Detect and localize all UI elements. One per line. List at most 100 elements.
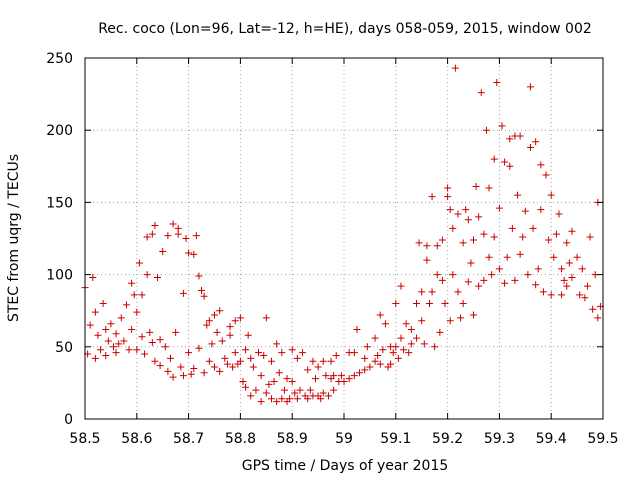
x-tick-label: 59 — [335, 431, 353, 447]
data-point-marker — [576, 291, 584, 299]
data-point-marker — [293, 395, 301, 403]
data-point-marker — [402, 320, 410, 328]
data-point-marker — [164, 232, 172, 240]
data-point-marker — [317, 395, 325, 403]
data-point-marker — [581, 294, 589, 302]
y-tick-label: 250 — [46, 51, 73, 67]
data-point-marker — [324, 392, 332, 400]
data-point-marker — [156, 336, 164, 344]
data-point-marker — [374, 351, 382, 359]
data-point-marker — [472, 183, 480, 191]
data-point-marker — [229, 363, 237, 371]
data-point-marker — [389, 349, 397, 357]
data-point-marker — [413, 299, 421, 307]
data-point-marker — [91, 308, 99, 316]
data-point-marker — [182, 235, 190, 242]
data-point-marker — [231, 317, 239, 325]
chart-title: Rec. coco (Lon=96, Lat=-12, h=HE), days … — [98, 21, 592, 37]
data-point-marker — [330, 386, 338, 394]
data-point-marker — [400, 346, 408, 354]
data-point-marker — [560, 276, 568, 284]
data-point-marker — [138, 291, 146, 299]
data-point-marker — [133, 346, 141, 354]
data-point-marker — [454, 288, 462, 296]
data-point-marker — [262, 389, 270, 397]
data-point-marker — [558, 265, 566, 273]
data-point-marker — [436, 328, 444, 336]
data-point-marker — [120, 337, 128, 345]
x-tick-label: 58.5 — [69, 431, 100, 447]
data-point-marker — [156, 362, 164, 370]
data-point-marker — [159, 247, 167, 255]
data-point-marker — [407, 340, 415, 348]
data-point-marker — [363, 343, 371, 351]
data-point-marker — [216, 307, 224, 315]
data-point-marker — [231, 349, 239, 357]
data-point-marker — [314, 363, 322, 371]
data-point-marker — [495, 265, 503, 273]
data-point-marker — [381, 320, 389, 328]
data-point-marker — [267, 395, 275, 403]
data-point-marker — [568, 227, 576, 235]
data-point-marker — [177, 363, 185, 371]
data-point-marker — [211, 363, 218, 371]
data-point-marker — [319, 357, 327, 365]
data-point-marker — [161, 343, 169, 351]
data-point-marker — [104, 337, 112, 345]
data-point-marker — [187, 370, 195, 378]
data-point-marker — [425, 299, 433, 307]
data-point-marker — [459, 299, 467, 307]
data-point-marker — [573, 253, 581, 261]
data-point-marker — [470, 311, 477, 319]
data-point-marker — [449, 224, 457, 232]
data-point-marker — [257, 398, 265, 406]
data-point-marker — [198, 286, 206, 294]
data-point-marker — [200, 369, 208, 377]
data-point-marker — [164, 367, 172, 375]
data-point-marker — [501, 158, 509, 166]
data-point-marker — [151, 222, 159, 230]
data-point-marker — [208, 340, 216, 348]
data-point-marker — [327, 357, 335, 365]
data-point-marker — [529, 224, 537, 232]
data-point-marker — [428, 288, 436, 296]
data-point-marker — [555, 210, 563, 218]
data-point-marker — [379, 346, 387, 354]
data-point-marker — [154, 273, 162, 281]
data-point-marker — [371, 357, 379, 365]
data-point-marker — [506, 135, 514, 143]
data-point-marker — [480, 230, 488, 238]
data-point-marker — [117, 314, 125, 322]
data-point-marker — [526, 144, 534, 152]
data-point-marker — [444, 193, 452, 201]
data-point-marker — [477, 89, 485, 97]
data-point-marker — [563, 282, 571, 290]
data-point-marker — [205, 317, 213, 325]
data-point-marker — [482, 126, 490, 134]
data-point-marker — [547, 191, 555, 199]
data-point-marker — [283, 375, 291, 383]
data-points — [81, 64, 604, 406]
data-point-marker — [273, 340, 281, 348]
data-point-marker — [415, 239, 423, 247]
data-point-marker — [278, 349, 286, 357]
data-point-marker — [526, 83, 534, 91]
data-point-marker — [260, 351, 268, 359]
data-point-marker — [511, 276, 519, 284]
data-point-marker — [462, 206, 470, 214]
data-point-marker — [288, 346, 296, 354]
data-point-marker — [286, 395, 294, 403]
data-point-marker — [392, 299, 400, 307]
data-point-marker — [166, 354, 174, 362]
data-point-marker — [122, 301, 130, 309]
data-point-marker — [291, 389, 299, 397]
data-point-marker — [470, 236, 477, 244]
data-point-marker — [361, 354, 369, 362]
x-tick-label: 58.6 — [121, 431, 152, 447]
data-point-marker — [195, 272, 203, 280]
data-point-marker — [174, 230, 182, 238]
data-point-marker — [128, 325, 136, 333]
axis-ticks — [84, 57, 604, 420]
x-tick-label: 59.4 — [536, 431, 567, 447]
data-point-marker — [394, 354, 402, 362]
